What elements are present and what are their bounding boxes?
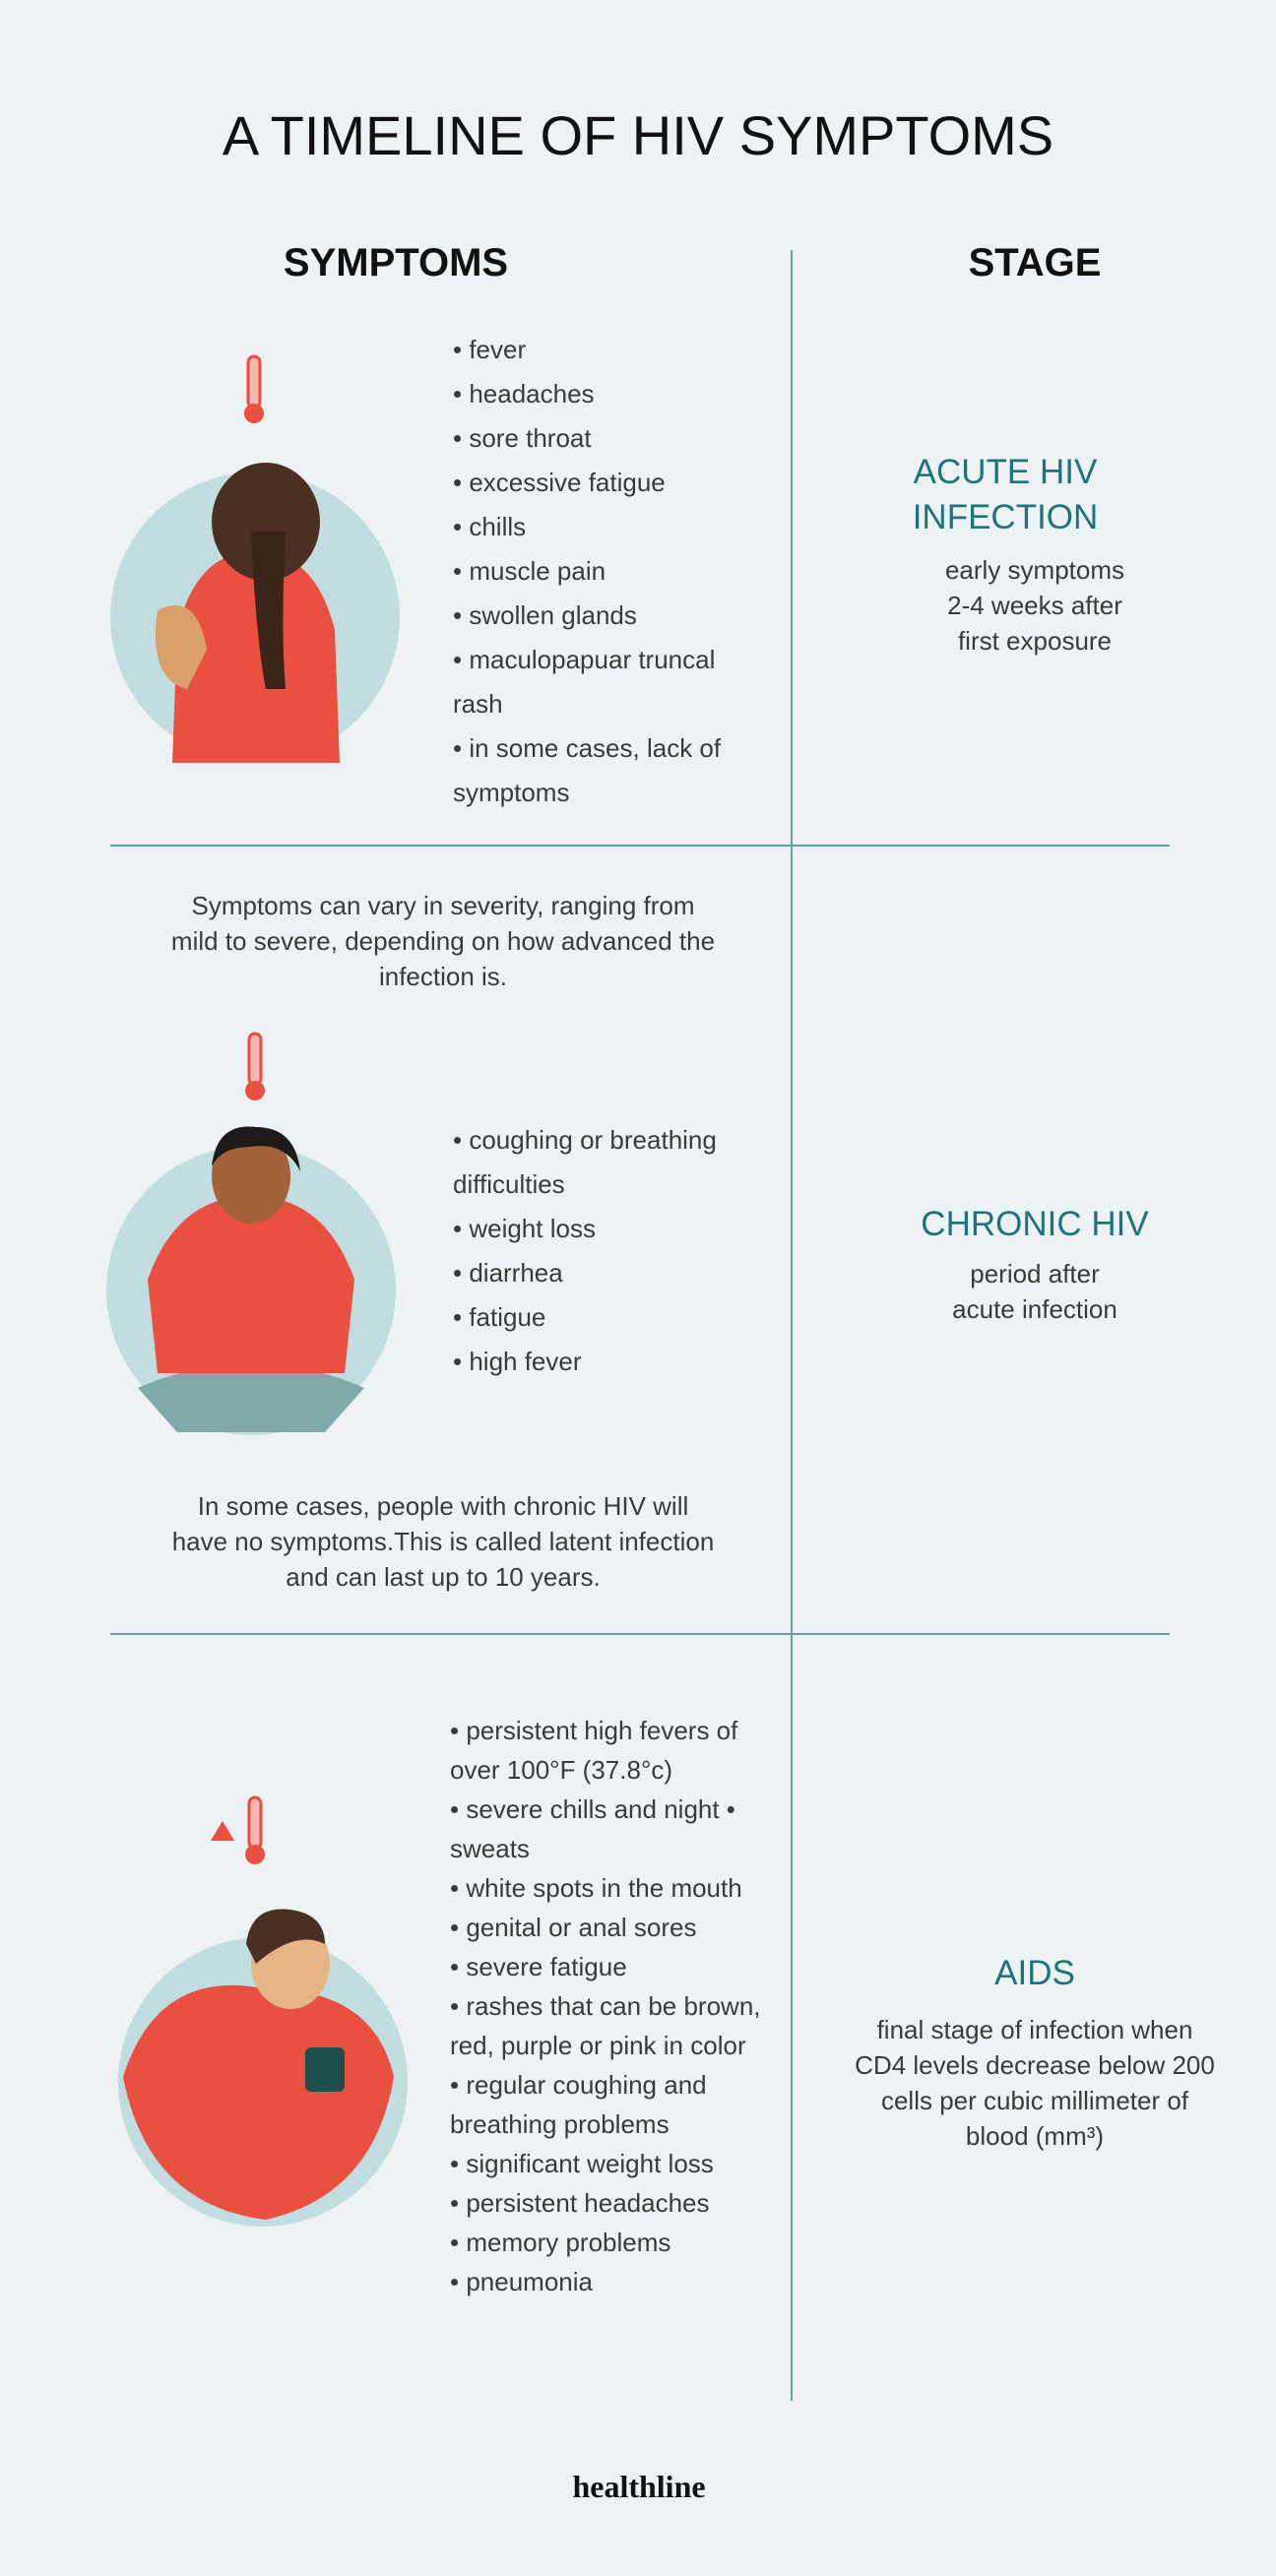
note-text: In some cases, people with chronic HIV w…	[171, 1491, 715, 1592]
symptom-item: • white spots in the mouth	[450, 1873, 742, 1903]
symptom-item: • diarrhea	[453, 1258, 563, 1288]
symptom-item: • rashes that can be brown, red, purple …	[450, 1991, 761, 2060]
symptom-item: • swollen glands	[453, 600, 637, 630]
stage-name: CHRONIC HIV	[921, 1205, 1149, 1243]
title: A TIMELINE OF HIV SYMPTOMS	[222, 104, 1054, 166]
description-line: blood (mm³)	[965, 2121, 1105, 2151]
symptom-item: • memory problems	[450, 2228, 671, 2257]
symptoms-heading: SYMPTOMS	[283, 241, 509, 284]
symptom-item: • chills	[453, 512, 527, 541]
symptom-list: • coughing or breathing difficulties • we…	[453, 1118, 738, 1384]
description-line: 2-4 weeks after	[947, 591, 1122, 620]
stage-description: period after acute infection	[828, 1256, 1242, 1327]
description-line: period after	[970, 1259, 1100, 1288]
symptom-item: • severe fatigue	[450, 1952, 627, 1981]
symptom-item: • maculopapuar truncal rash	[453, 645, 716, 719]
stage-heading: STAGE	[968, 241, 1102, 284]
symptom-item: • fatigue	[453, 1302, 546, 1332]
symptom-item: • severe chills and night • sweats	[450, 1794, 735, 1863]
intro-text: Symptoms can vary in severity, ranging f…	[170, 891, 716, 991]
symptom-item: • persistent high fevers of over 100°F (…	[450, 1716, 738, 1785]
description-line: CD4 levels decrease below 200	[855, 2050, 1215, 2080]
symptom-item: • regular coughing and breathing problem…	[450, 2070, 707, 2139]
stage-name: AIDS	[994, 1954, 1075, 1992]
stage-description: final stage of infection when CD4 levels …	[828, 2012, 1242, 2154]
symptom-item: • muscle pain	[453, 556, 606, 586]
description-line: acute infection	[952, 1294, 1117, 1324]
symptom-list: • fever • headaches • sore throat • excessi…	[453, 328, 768, 815]
stage-name: ACUTE HIV INFECTION	[912, 453, 1099, 536]
symptom-item: • high fever	[453, 1347, 582, 1376]
symptom-item: • fever	[453, 335, 527, 364]
symptom-item: • headaches	[453, 379, 595, 408]
description-line: cells per cubic millimeter of	[880, 2086, 1189, 2115]
symptom-list: • persistent high fevers of over 100°F (…	[450, 1711, 765, 2301]
symptom-item: • significant weight loss	[450, 2149, 714, 2178]
symptom-item: • genital or anal sores	[450, 1913, 697, 1942]
symptom-item: • persistent headaches	[450, 2188, 710, 2218]
symptom-item: • sore throat	[453, 423, 592, 453]
stage-description: early symptoms 2-4 weeks after first expos…	[828, 552, 1242, 659]
description-line: first exposure	[957, 626, 1113, 656]
symptom-item: • coughing or breathing difficulties	[453, 1125, 717, 1199]
symptom-item: • in some cases, lack of symptoms	[453, 733, 722, 807]
symptom-item: • pneumonia	[450, 2267, 593, 2296]
symptom-item: • excessive fatigue	[453, 468, 666, 497]
brand-logo: healthline	[572, 2469, 706, 2504]
symptom-item: • weight loss	[453, 1214, 596, 1243]
description-line: final stage of infection when	[876, 2015, 1193, 2044]
description-line: early symptoms	[944, 555, 1125, 585]
